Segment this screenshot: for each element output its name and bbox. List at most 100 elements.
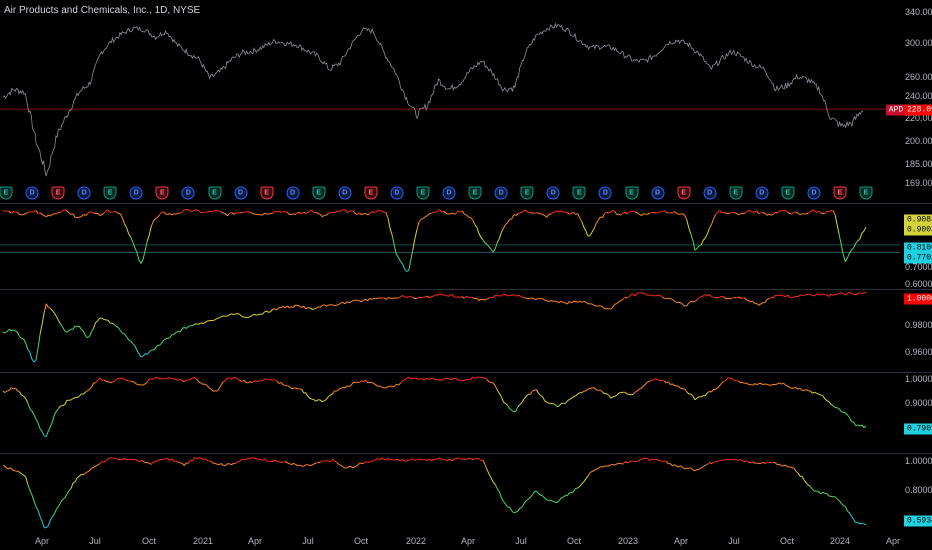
indicator-segment: [214, 318, 218, 321]
indicator-segment: [336, 388, 340, 392]
indicator-segment: [484, 298, 488, 301]
earnings-marker-icon[interactable]: E: [260, 186, 274, 200]
earnings-marker-icon[interactable]: E: [416, 186, 430, 200]
earnings-marker-icon[interactable]: E: [208, 186, 221, 200]
earnings-marker-icon[interactable]: E: [520, 186, 534, 200]
indicator-segment: [37, 422, 41, 429]
indicator-segment: [332, 458, 335, 462]
indicator-segment: [19, 471, 22, 475]
indicator-segment: [812, 209, 815, 212]
earnings-marker-icon[interactable]: E: [51, 186, 65, 200]
pane-divider[interactable]: [0, 372, 932, 373]
pane-divider[interactable]: [0, 453, 932, 454]
indicator-segment: [426, 458, 430, 461]
dividend-marker-icon[interactable]: D: [25, 186, 39, 200]
indicator-segment: [492, 481, 496, 485]
indicator-segment: [332, 304, 335, 307]
indicator-segment: [783, 382, 787, 386]
indicator-segment: [208, 387, 212, 390]
indicator-segment: [17, 470, 20, 473]
indicator-segment: [328, 460, 331, 463]
earnings-marker-icon[interactable]: E: [677, 186, 691, 200]
earnings-marker-icon[interactable]: E: [781, 186, 795, 200]
indicator-segment: [486, 469, 490, 475]
dividend-marker-icon[interactable]: D: [807, 186, 821, 200]
dividend-marker-icon[interactable]: D: [181, 186, 195, 200]
indicator-segment: [95, 320, 99, 323]
indicator-segment: [394, 458, 397, 461]
y-tick: 0.6000: [905, 279, 932, 289]
indicator-segment: [608, 464, 611, 467]
dividend-marker-icon[interactable]: D: [338, 186, 352, 200]
dividend-marker-icon[interactable]: D: [494, 186, 508, 200]
dividend-marker-icon[interactable]: D: [442, 186, 456, 200]
dividend-marker-icon[interactable]: D: [755, 186, 769, 200]
pane-divider[interactable]: [0, 289, 932, 290]
earnings-marker-icon[interactable]: E: [468, 186, 482, 200]
indicator-segment: [861, 522, 865, 525]
indicator-segment: [692, 396, 696, 401]
earnings-marker-icon[interactable]: E: [625, 186, 638, 200]
indicator-segment: [435, 210, 438, 213]
indicator-segment: [37, 333, 41, 349]
indicator-segment: [266, 378, 269, 381]
indicator-segment: [451, 293, 455, 298]
indicator-segment: [616, 392, 620, 396]
indicator-segment: [330, 458, 333, 463]
pane-divider[interactable]: [0, 203, 932, 204]
indicator-segment: [2, 331, 6, 334]
indicator-segment: [115, 211, 119, 214]
indicator-segment: [591, 228, 595, 233]
indicator-segment: [756, 303, 760, 306]
indicator-segment: [478, 232, 482, 238]
dividend-marker-icon[interactable]: D: [651, 186, 664, 200]
indicator-segment: [830, 293, 834, 296]
earnings-marker-icon[interactable]: E: [155, 186, 169, 200]
indicator-segment: [410, 295, 414, 299]
indicator-segment: [204, 383, 208, 386]
indicator-segment: [136, 252, 140, 260]
indicator-segment: [474, 376, 477, 379]
indicator-segment: [500, 497, 504, 502]
indicator-segment: [488, 296, 492, 299]
dividend-marker-icon[interactable]: D: [234, 186, 247, 200]
dividend-marker-icon[interactable]: D: [390, 186, 404, 200]
indicator-segment: [837, 293, 840, 295]
indicator-segment: [76, 475, 80, 479]
dividend-marker-icon[interactable]: D: [77, 186, 91, 200]
indicator-segment: [221, 315, 224, 318]
earnings-marker-icon[interactable]: E: [103, 186, 117, 200]
price-series-line: [2, 22, 864, 177]
indicator-segment: [297, 211, 300, 214]
indicator-segment: [31, 494, 35, 501]
indicator-segment: [142, 353, 146, 357]
indicator-segment: [859, 522, 863, 525]
indicator-segment: [581, 481, 585, 485]
indicator-segment: [579, 217, 583, 222]
indicator-segment: [618, 299, 622, 303]
indicator-segment: [398, 296, 401, 299]
indicator-segment: [95, 212, 98, 215]
dividend-marker-icon[interactable]: D: [286, 186, 300, 200]
indicator-segment: [461, 296, 465, 299]
earnings-marker-icon[interactable]: E: [312, 186, 326, 200]
indicator-series-4: [2, 457, 867, 529]
dividend-marker-icon[interactable]: D: [129, 186, 143, 200]
indicator-segment: [853, 243, 857, 249]
dividend-marker-icon[interactable]: D: [703, 186, 717, 200]
indicator-segment: [10, 387, 14, 390]
earnings-marker-icon[interactable]: E: [572, 186, 586, 200]
earnings-marker-icon[interactable]: E: [859, 186, 873, 200]
earnings-marker-icon[interactable]: E: [729, 186, 743, 200]
earnings-marker-icon[interactable]: E: [833, 186, 847, 200]
dividend-marker-icon[interactable]: D: [546, 186, 560, 200]
earnings-marker-icon[interactable]: E: [0, 186, 13, 200]
indicator-segment: [841, 292, 844, 294]
indicator-segment: [513, 410, 517, 413]
indicator-segment: [795, 387, 799, 390]
indicator-segment: [771, 383, 774, 386]
indicator-segment: [583, 478, 587, 483]
dividend-marker-icon[interactable]: D: [598, 186, 612, 200]
earnings-marker-icon[interactable]: E: [364, 186, 378, 200]
